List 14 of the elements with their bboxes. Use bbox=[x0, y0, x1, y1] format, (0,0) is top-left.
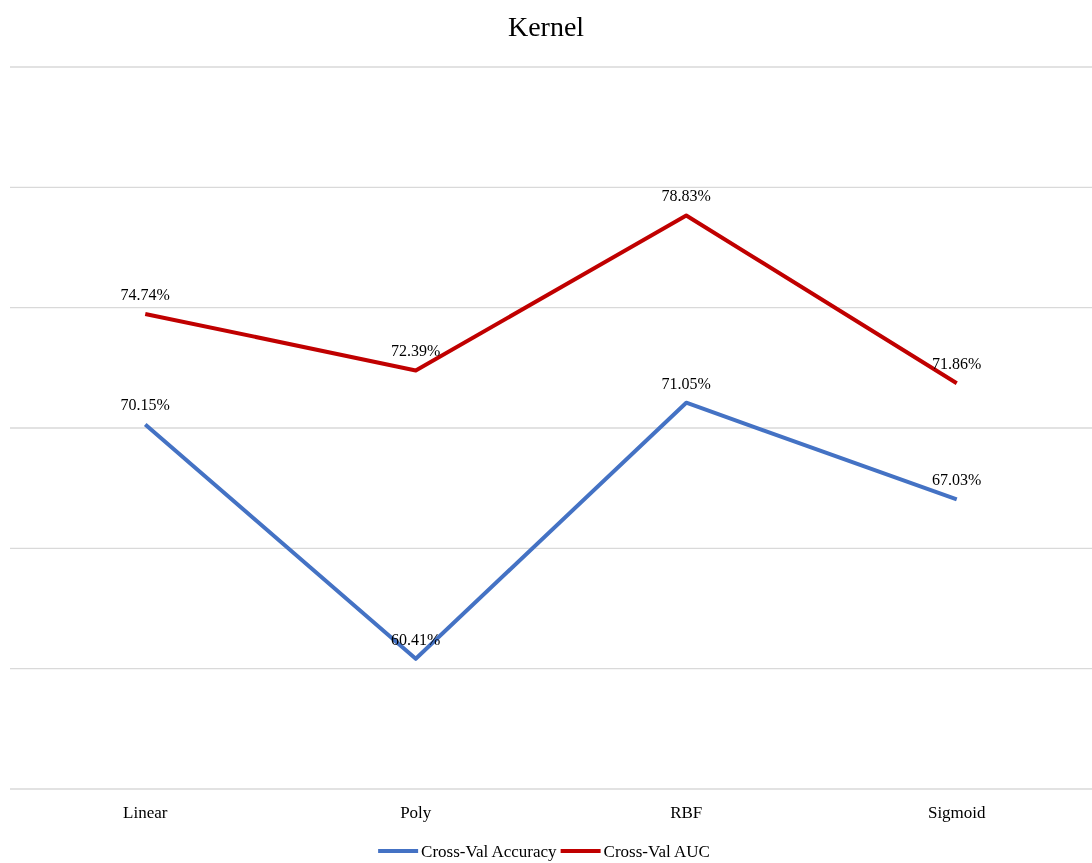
data-label: 70.15% bbox=[120, 396, 170, 414]
x-tick-label: Poly bbox=[400, 803, 432, 822]
x-tick-label: Sigmoid bbox=[927, 803, 987, 822]
data-label: 74.74% bbox=[120, 285, 170, 303]
x-tick-label: RBF bbox=[670, 803, 703, 822]
data-label: 72.39% bbox=[391, 342, 441, 360]
chart-title: Kernel bbox=[507, 11, 585, 42]
data-label: 67.03% bbox=[932, 471, 982, 489]
data-label: 71.05% bbox=[661, 374, 711, 392]
x-tick-label: Linear bbox=[123, 803, 168, 822]
data-label: 78.83% bbox=[661, 187, 711, 205]
legend-label: Cross-Val AUC bbox=[603, 841, 710, 861]
data-label: 71.86% bbox=[932, 355, 982, 373]
legend-label: Cross-Val Accuracy bbox=[421, 841, 558, 861]
